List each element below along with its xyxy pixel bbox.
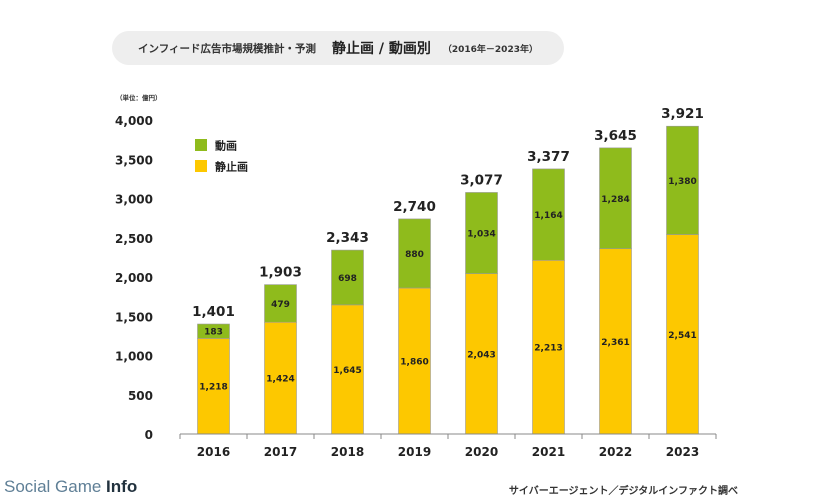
bar-segment-still-image bbox=[264, 321, 297, 435]
y-tick-label: 2,000 bbox=[115, 271, 153, 285]
bar-segment-video bbox=[331, 249, 364, 306]
watermark-text: Social Game bbox=[4, 477, 107, 496]
bar-segment-still-image bbox=[599, 248, 632, 435]
data-label: 2,043 bbox=[467, 350, 495, 360]
data-label: 183 bbox=[204, 328, 223, 338]
legend-swatch bbox=[195, 139, 207, 151]
bar-segment-still-image bbox=[532, 259, 565, 435]
data-label: 880 bbox=[405, 250, 424, 260]
bar-segment-video bbox=[465, 192, 498, 274]
data-label: 1,218 bbox=[199, 383, 227, 393]
bar-segment-still-image bbox=[331, 304, 364, 435]
y-unit-label: （単位：億円） bbox=[116, 93, 162, 102]
source-note: サイバーエージェント／デジタルインファクト調べ bbox=[508, 486, 738, 497]
bar-segment-video bbox=[532, 168, 565, 261]
data-label: 1,860 bbox=[400, 357, 428, 367]
data-label: 1,424 bbox=[266, 375, 294, 385]
total-label: 3,645 bbox=[594, 128, 637, 144]
bar-segment-video bbox=[666, 125, 699, 235]
data-label: 2,361 bbox=[601, 338, 629, 348]
y-tick-label: 3,500 bbox=[115, 153, 153, 167]
data-label: 479 bbox=[271, 300, 290, 310]
x-tick-label: 2020 bbox=[465, 445, 498, 459]
data-label: 698 bbox=[338, 274, 357, 284]
y-tick-label: 4,000 bbox=[115, 114, 153, 128]
y-tick-label: 1,000 bbox=[115, 350, 153, 364]
legend-label: 動画 bbox=[215, 139, 237, 153]
data-label: 1,645 bbox=[333, 366, 361, 376]
total-label: 3,921 bbox=[661, 106, 704, 122]
bar-segment-video bbox=[264, 284, 297, 323]
data-label: 1,164 bbox=[534, 211, 562, 221]
legend-swatch bbox=[195, 160, 207, 172]
bar-segment-still-image bbox=[398, 287, 431, 435]
y-tick-label: 2,500 bbox=[115, 232, 153, 246]
x-tick-label: 2022 bbox=[599, 445, 632, 459]
chart-title-period: （2016年－2023年） bbox=[442, 44, 538, 55]
data-label: 1,380 bbox=[668, 177, 696, 187]
total-label: 1,401 bbox=[192, 304, 235, 320]
watermark-text-bold: Info bbox=[106, 477, 138, 496]
watermark: Social Game Info bbox=[4, 477, 137, 497]
total-label: 3,077 bbox=[460, 172, 503, 188]
bar-segment-video bbox=[599, 147, 632, 249]
total-label: 2,343 bbox=[326, 230, 369, 246]
x-tick-label: 2019 bbox=[398, 445, 431, 459]
chart-title-banner: インフィード広告市場規模推計・予測 静止画 / 動画別 （2016年－2023年… bbox=[112, 31, 564, 65]
data-label: 2,213 bbox=[534, 344, 562, 354]
total-label: 3,377 bbox=[527, 149, 570, 165]
bar-segment-video bbox=[197, 323, 230, 339]
y-tick-label: 0 bbox=[145, 428, 153, 442]
data-label: 1,034 bbox=[467, 230, 495, 240]
total-label: 2,740 bbox=[393, 199, 436, 215]
x-tick-label: 2023 bbox=[666, 445, 699, 459]
y-tick-label: 3,000 bbox=[115, 193, 153, 207]
bar-segment-still-image bbox=[197, 338, 230, 435]
x-tick-label: 2021 bbox=[532, 445, 565, 459]
legend-label: 静止画 bbox=[215, 160, 248, 174]
y-tick-label: 1,500 bbox=[115, 310, 153, 324]
y-tick-label: 500 bbox=[128, 389, 153, 403]
chart-title-prefix: インフィード広告市場規模推計・予測 bbox=[138, 42, 316, 55]
data-label: 2,541 bbox=[668, 331, 696, 341]
x-tick-label: 2017 bbox=[264, 445, 297, 459]
data-label: 1,284 bbox=[601, 195, 629, 205]
bar-segment-video bbox=[398, 218, 431, 289]
total-label: 1,903 bbox=[259, 265, 302, 281]
x-tick-label: 2016 bbox=[197, 445, 230, 459]
chart-title-main: 静止画 / 動画別 bbox=[332, 41, 431, 57]
bar-segment-still-image bbox=[465, 273, 498, 435]
x-tick-label: 2018 bbox=[331, 445, 364, 459]
